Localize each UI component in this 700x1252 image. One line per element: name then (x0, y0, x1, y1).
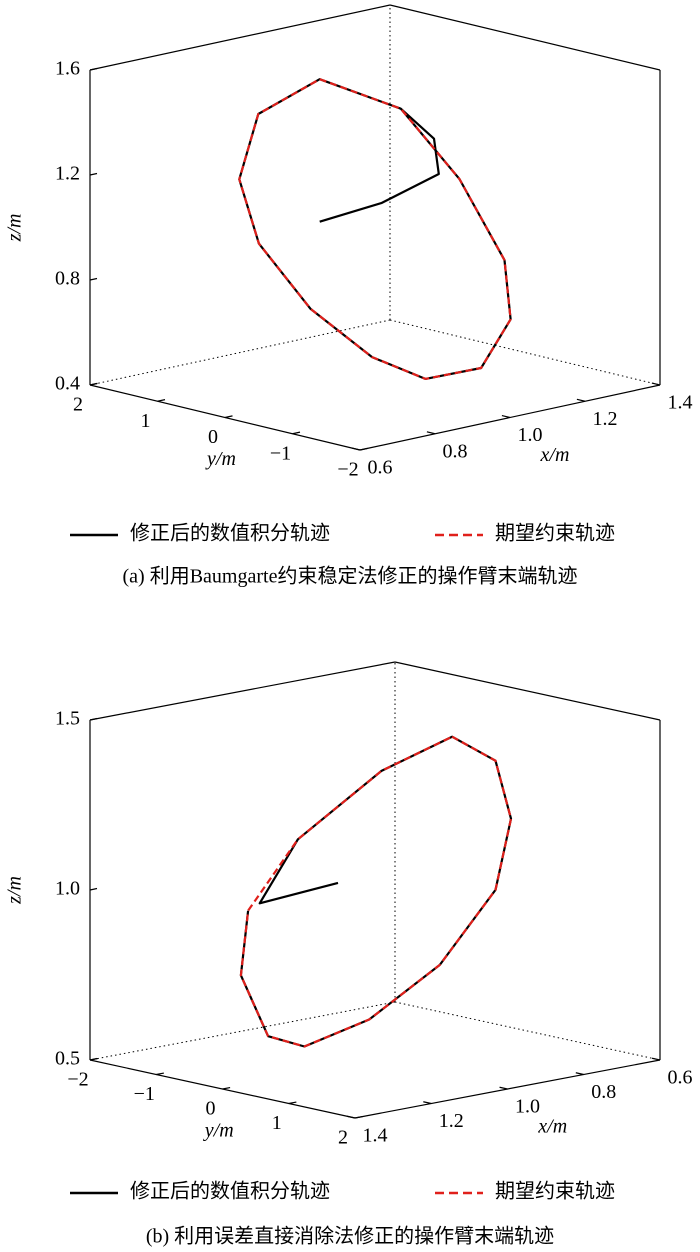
y-tick (156, 1072, 164, 1076)
y-tick-label: 2 (338, 1127, 348, 1149)
back-edge (89, 1001, 396, 1061)
legend-label: 修正后的数值积分轨迹 (130, 1180, 330, 1203)
back-edge (394, 1001, 661, 1061)
box-edge (89, 661, 396, 721)
z-tick (89, 717, 98, 721)
x-tick (346, 1115, 356, 1119)
y-tick (292, 431, 301, 435)
z-tick-label: 1.6 (55, 58, 80, 80)
x-axis-label: x/m (540, 444, 570, 466)
x-axis-label: x/m (537, 1116, 567, 1138)
trajectory-line (239, 735, 513, 1048)
x-tick (426, 431, 436, 435)
y-tick-label: 0 (208, 426, 218, 448)
x-tick (499, 1086, 508, 1090)
y-tick (288, 1101, 297, 1105)
y-tick-label: −1 (270, 442, 291, 464)
legend-label: 期望约束轨迹 (495, 522, 615, 545)
z-axis-label: z/m (4, 214, 26, 243)
legend-label: 修正后的数值积分轨迹 (130, 522, 330, 545)
x-tick-label: 0.8 (591, 1081, 616, 1103)
caption: (b) 利用误差直接消除法修正的操作臂末端轨迹 (146, 1225, 554, 1248)
trajectory-line (239, 735, 513, 1048)
z-tick (89, 887, 98, 891)
z-tick (89, 67, 98, 71)
y-tick-label: 2 (73, 394, 83, 416)
y-tick (359, 447, 368, 451)
x-tick-label: 1.2 (593, 408, 618, 430)
x-tick-label: 1.2 (439, 1110, 464, 1132)
x-tick (501, 414, 511, 419)
y-tick (157, 399, 166, 402)
x-tick-label: 0.6 (668, 1067, 693, 1089)
box-edge (389, 4, 661, 71)
y-axis-label: y/m (203, 1120, 234, 1142)
z-tick-label: 1.2 (55, 163, 80, 185)
y-tick-label: 0 (206, 1098, 216, 1120)
trajectory-line (238, 78, 512, 380)
y-tick (354, 1115, 363, 1119)
x-tick-label: 1.4 (363, 1125, 388, 1147)
box-edge (394, 661, 661, 721)
y-tick (224, 415, 233, 419)
z-tick-label: 0.8 (55, 268, 80, 290)
x-tick (576, 398, 586, 402)
y-tick-label: −2 (337, 459, 358, 481)
y-axis-label: y/m (205, 448, 236, 470)
back-edge (89, 319, 391, 386)
x-tick-label: 1.4 (668, 392, 693, 414)
y-tick (89, 382, 98, 386)
box-edge (89, 4, 391, 71)
x-tick (651, 382, 661, 386)
x-tick-label: 1.0 (518, 424, 543, 446)
x-tick-label: 0.8 (443, 440, 468, 462)
trajectory-line (238, 78, 512, 380)
y-tick-label: 1 (141, 410, 151, 432)
x-tick (575, 1072, 584, 1076)
z-tick-label: 0.5 (55, 1048, 80, 1070)
y-tick (89, 1057, 98, 1061)
legend-label: 期望约束轨迹 (495, 1180, 615, 1203)
x-tick-label: 0.6 (368, 457, 393, 479)
y-tick (222, 1086, 231, 1090)
z-tick (89, 277, 98, 281)
caption: (a) 利用Baumgarte约束稳定法修正的操作臂末端轨迹 (123, 565, 578, 588)
z-axis-label: z/m (4, 876, 26, 905)
z-tick-label: 0.4 (55, 373, 80, 395)
z-tick (89, 172, 98, 176)
x-tick (423, 1101, 432, 1105)
back-edge (389, 319, 661, 386)
x-tick-label: 1.0 (515, 1096, 540, 1118)
x-tick (651, 1057, 661, 1061)
y-tick-label: 1 (272, 1112, 282, 1134)
y-tick-label: −1 (134, 1083, 155, 1105)
y-tick-label: −2 (67, 1069, 88, 1091)
z-tick-label: 1.0 (55, 878, 80, 900)
z-tick-label: 1.5 (55, 708, 80, 730)
x-tick (351, 447, 361, 451)
